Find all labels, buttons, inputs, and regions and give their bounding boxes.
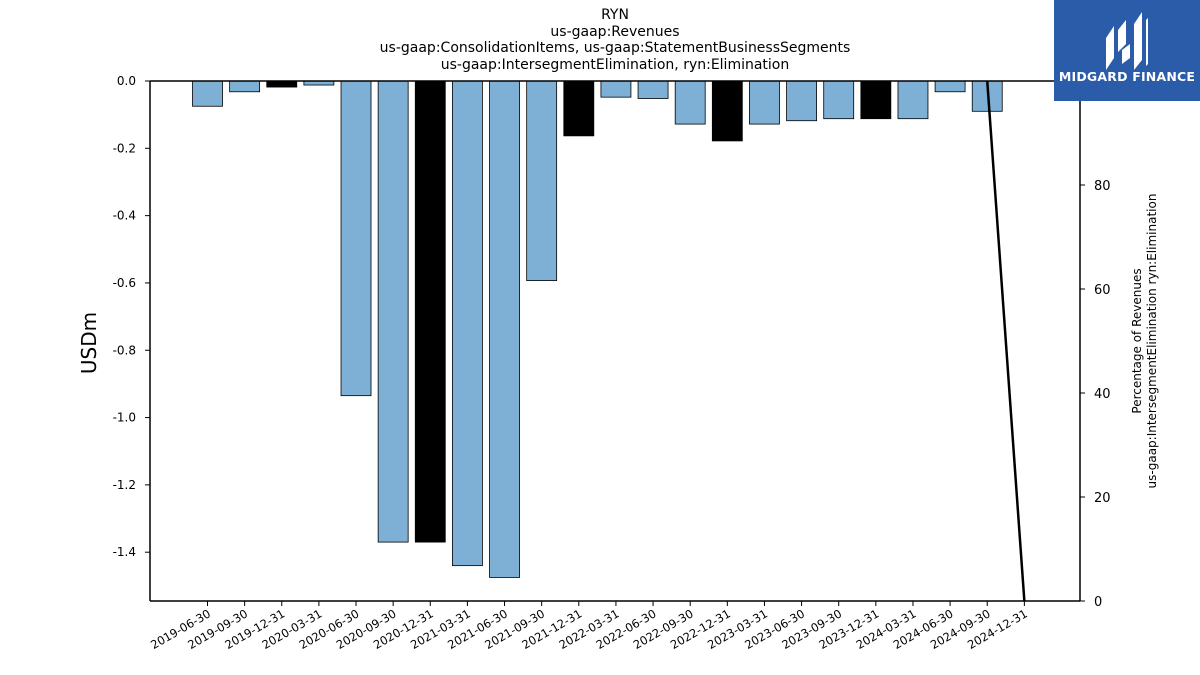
y-tick-label: -0.2 (113, 141, 136, 155)
bar-2022-06-30 (637, 80, 669, 99)
bar-2021-06-30 (489, 80, 520, 578)
bar-2022-12-31 (711, 80, 743, 142)
bar-2021-03-31 (452, 80, 483, 567)
brand-logo: MIDGARD FINANCE (1054, 0, 1200, 101)
chart-title: RYN (601, 7, 629, 23)
chart-subtitle-axes: us-gaap:ConsolidationItems, us-gaap:Stat… (379, 40, 851, 56)
y-tick-label: -0.4 (113, 209, 136, 223)
bar-2019-12-31 (266, 80, 298, 88)
brand-logo-text: MIDGARD FINANCE (1058, 69, 1196, 84)
y-tick-label: -0.8 (113, 343, 136, 357)
bar-2022-03-31 (600, 80, 632, 98)
bar-2020-12-31 (414, 80, 446, 543)
bar-2020-09-30 (377, 80, 409, 543)
y2-tick-label: 60 (1094, 283, 1111, 298)
bar-2023-09-30 (823, 80, 855, 120)
y2-tick-label: 40 (1094, 387, 1111, 402)
bar-2021-12-31 (563, 80, 595, 137)
y2-tick-label: 0 (1094, 595, 1102, 610)
y-tick-label: 0.0 (117, 74, 136, 88)
chart-subtitle-concept: us-gaap:Revenues (550, 24, 680, 40)
bar-2024-06-30 (934, 80, 966, 93)
bar-2023-12-31 (860, 80, 892, 120)
bar-2023-06-30 (786, 80, 817, 122)
bar-2023-03-31 (749, 80, 780, 125)
bar-2022-09-30 (674, 80, 706, 125)
bar-2021-09-30 (526, 80, 558, 281)
y2-tick-label: 20 (1094, 491, 1111, 506)
midgard-logo-icon (1106, 12, 1148, 70)
y2-axis-label: us-gaap:IntersegmentElimination ryn:Elim… (1145, 194, 1159, 489)
y-tick-label: -1.0 (113, 411, 136, 425)
bar-2020-06-30 (340, 80, 372, 397)
y2-tick-label: 80 (1094, 179, 1111, 194)
bar-2019-06-30 (192, 80, 223, 107)
y-tick-label: -0.6 (113, 276, 136, 290)
chart-subtitle-members: us-gaap:IntersegmentElimination, ryn:Eli… (440, 57, 790, 73)
y2-axis-label: Percentage of Revenues (1130, 268, 1144, 413)
y-tick-label: -1.4 (113, 545, 136, 559)
y-tick-label: -1.2 (113, 478, 136, 492)
bar-2019-09-30 (229, 80, 261, 93)
y-axis-label: USDm (77, 312, 101, 374)
percentage-line (985, 80, 1026, 602)
bar-2024-03-31 (897, 80, 929, 120)
